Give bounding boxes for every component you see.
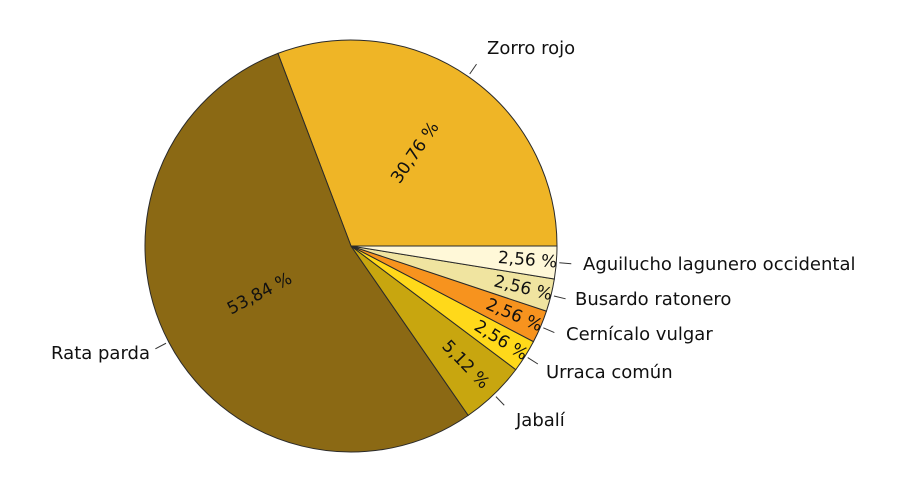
leader-line (155, 342, 167, 350)
leader-line (469, 63, 477, 75)
leader-line (527, 357, 539, 365)
category-label: Aguilucho lagunero occidental (583, 254, 856, 275)
category-label: Urraca común (546, 362, 673, 383)
pie-slice-6 (350, 245, 558, 280)
slices (144, 39, 558, 453)
leader-line (543, 327, 555, 333)
category-label: Busardo ratonero (575, 289, 731, 310)
leader-line (553, 295, 566, 300)
category-label: Cernícalo vulgar (566, 324, 713, 345)
pie-slice-0 (277, 39, 558, 247)
category-label: Rata parda (51, 343, 150, 364)
category-label: Zorro rojo (487, 38, 575, 59)
data-label: 2,56 % (497, 248, 558, 273)
pie-slice-1 (144, 52, 469, 453)
leader-line (495, 396, 505, 406)
category-label: Jabalí (515, 410, 566, 431)
leader-line (559, 262, 572, 265)
